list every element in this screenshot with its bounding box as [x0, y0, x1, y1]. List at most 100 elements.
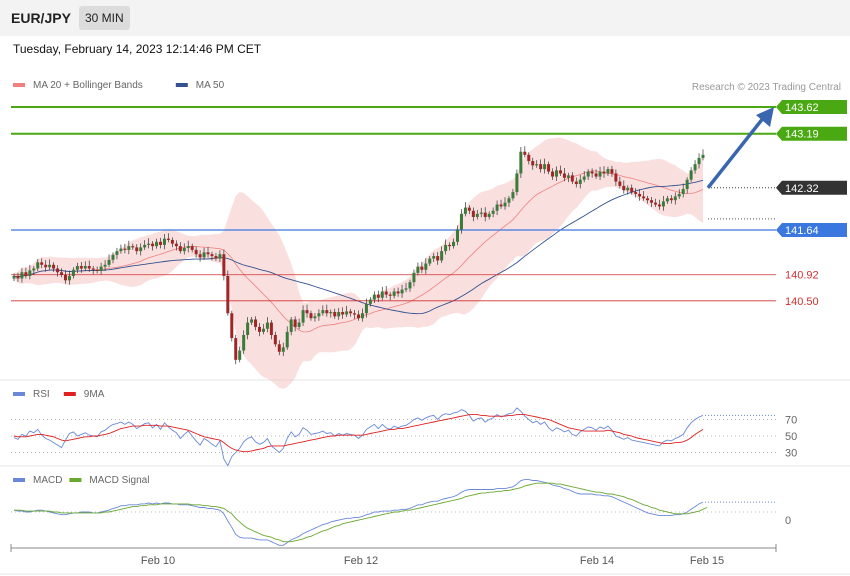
candle-body — [309, 313, 313, 319]
candle-body — [166, 238, 170, 240]
legend-swatch — [13, 392, 25, 396]
candle-body — [325, 310, 329, 314]
candle-body — [206, 252, 210, 255]
candle-body — [586, 171, 590, 177]
level-tag-support — [776, 223, 847, 237]
candle-body — [463, 207, 467, 214]
candle-body — [665, 198, 669, 202]
candle-body — [582, 176, 586, 180]
x-tick-label: Feb 15 — [690, 555, 724, 567]
candle-body — [519, 151, 523, 174]
candle-body — [420, 266, 424, 270]
rsi-level-label: 50 — [785, 431, 797, 443]
candle-body — [614, 173, 618, 182]
candle-body — [372, 294, 376, 300]
candle-body — [475, 213, 479, 217]
candle-body — [20, 272, 24, 279]
candle-body — [111, 254, 115, 260]
chart-datetime: Tuesday, February 14, 2023 12:14:46 PM C… — [13, 42, 262, 56]
candle-body — [404, 288, 408, 290]
candle-body — [606, 169, 610, 174]
candle-body — [345, 311, 349, 315]
candle-body — [531, 161, 535, 166]
candle-body — [543, 164, 547, 170]
candle-body — [357, 314, 360, 319]
candle-body — [392, 291, 396, 296]
candle-body — [416, 266, 420, 273]
candle-body — [511, 192, 515, 199]
candle-body — [40, 262, 44, 265]
candle-body — [650, 200, 654, 203]
candle-body — [499, 204, 503, 207]
macd-signal-line — [14, 482, 708, 543]
candle-body — [147, 243, 151, 245]
current-price-tag — [776, 180, 847, 195]
candle-body — [269, 322, 273, 335]
candle-body — [341, 312, 345, 315]
candle-body — [618, 181, 622, 186]
candle-body — [657, 204, 661, 207]
candle-body — [226, 275, 230, 314]
candle-body — [301, 310, 305, 323]
candle-body — [562, 173, 566, 178]
candle-body — [685, 179, 689, 189]
candle-body — [436, 256, 440, 261]
candle-body — [408, 282, 412, 289]
candle-body — [388, 294, 392, 296]
candle-body — [159, 241, 163, 245]
candle-body — [558, 170, 562, 174]
candle-body — [285, 331, 289, 348]
candle-body — [349, 311, 353, 314]
forecast-arrow-shaft — [706, 115, 766, 189]
candle-body — [87, 266, 91, 269]
candle-body — [107, 259, 111, 265]
legend-swatch — [69, 478, 82, 482]
candle-body — [75, 266, 79, 270]
candle-body — [202, 252, 206, 258]
candle-body — [376, 294, 380, 298]
candle-body — [440, 251, 444, 261]
candle-body — [467, 207, 471, 211]
candle-body — [83, 266, 87, 269]
candle-body — [661, 201, 665, 207]
candle-body — [103, 264, 107, 267]
candle-body — [32, 268, 36, 271]
candle-body — [479, 212, 483, 214]
candle-body — [547, 164, 551, 172]
candle-body — [483, 212, 487, 217]
candle-body — [610, 169, 614, 174]
x-tick-label: Feb 12 — [344, 555, 378, 567]
candle-body — [642, 196, 646, 199]
candle-body — [297, 322, 301, 327]
header-bar: EUR/JPY 30 MIN — [0, 0, 850, 36]
candle-body — [384, 291, 388, 295]
candle-body — [71, 269, 75, 276]
candle-body — [52, 264, 56, 269]
candle-body — [190, 246, 194, 250]
candle-body — [360, 313, 364, 319]
timeframe-button[interactable]: 30 MIN — [79, 6, 130, 30]
candle-body — [681, 189, 685, 194]
candle-body — [539, 164, 543, 170]
candle-body — [630, 187, 634, 193]
candle-body — [246, 322, 250, 335]
candle-body — [238, 350, 242, 360]
candle-body — [598, 171, 602, 177]
candle-body — [523, 151, 527, 155]
candle-body — [63, 274, 67, 281]
candle-body — [99, 266, 103, 271]
candle-body — [515, 173, 519, 193]
candle-body — [677, 193, 681, 197]
candle-body — [16, 275, 20, 279]
candle-body — [570, 175, 574, 182]
candle-body — [182, 248, 186, 252]
candle-body — [444, 244, 448, 252]
candle-body — [48, 264, 52, 268]
candle-body — [495, 204, 499, 211]
candle-body — [127, 246, 131, 250]
candle-body — [646, 198, 650, 201]
candle-body — [452, 241, 456, 247]
candle-body — [234, 338, 238, 360]
candle-body — [277, 344, 281, 352]
